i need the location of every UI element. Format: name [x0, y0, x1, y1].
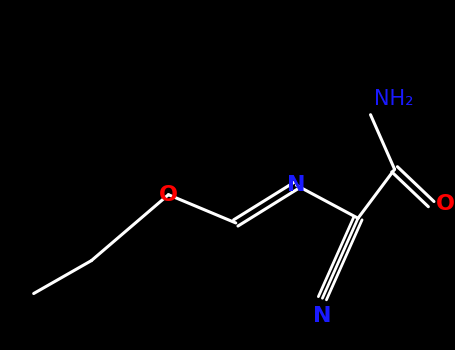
Text: N: N [313, 306, 332, 326]
Text: NH₂: NH₂ [374, 89, 414, 108]
Text: O: O [435, 194, 455, 214]
Text: O: O [159, 185, 178, 205]
Text: N: N [287, 175, 306, 195]
